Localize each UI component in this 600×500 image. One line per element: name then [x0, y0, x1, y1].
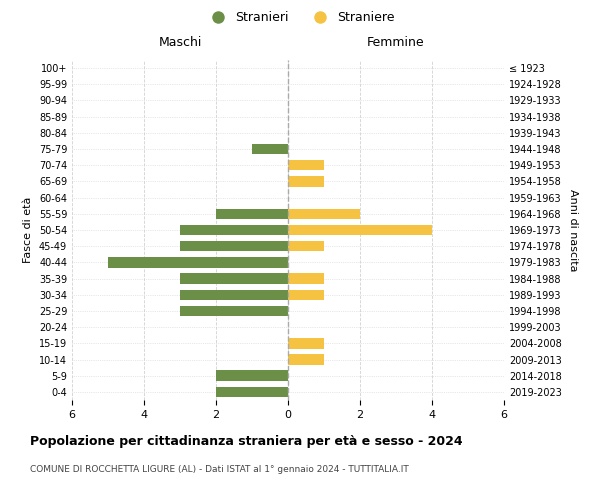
Legend: Stranieri, Straniere: Stranieri, Straniere — [200, 6, 400, 29]
Bar — [288, 354, 324, 365]
Bar — [288, 290, 324, 300]
Bar — [216, 208, 288, 219]
Bar — [252, 144, 288, 154]
Text: Femmine: Femmine — [367, 36, 425, 49]
Bar — [180, 241, 288, 252]
Bar — [108, 257, 288, 268]
Bar — [288, 274, 324, 284]
Bar — [288, 241, 324, 252]
Bar — [216, 386, 288, 397]
Y-axis label: Fasce di età: Fasce di età — [23, 197, 33, 263]
Y-axis label: Anni di nascita: Anni di nascita — [568, 188, 578, 271]
Bar — [180, 290, 288, 300]
Bar — [288, 224, 432, 235]
Text: COMUNE DI ROCCHETTA LIGURE (AL) - Dati ISTAT al 1° gennaio 2024 - TUTTITALIA.IT: COMUNE DI ROCCHETTA LIGURE (AL) - Dati I… — [30, 465, 409, 474]
Text: Maschi: Maschi — [158, 36, 202, 49]
Bar — [180, 306, 288, 316]
Bar — [180, 224, 288, 235]
Bar — [216, 370, 288, 381]
Bar — [288, 176, 324, 186]
Text: Popolazione per cittadinanza straniera per età e sesso - 2024: Popolazione per cittadinanza straniera p… — [30, 435, 463, 448]
Bar — [288, 208, 360, 219]
Bar — [288, 160, 324, 170]
Bar — [288, 338, 324, 348]
Bar — [180, 274, 288, 284]
